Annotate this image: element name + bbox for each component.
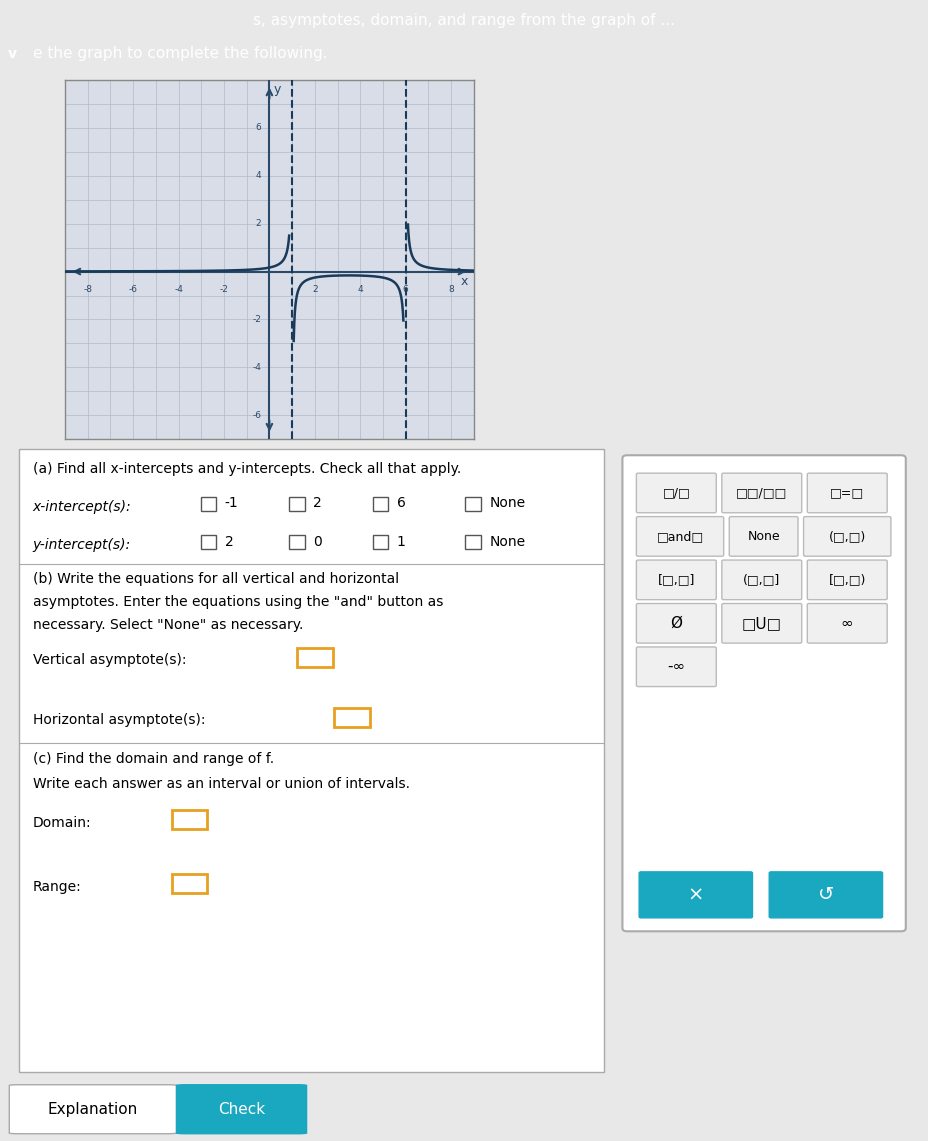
Text: asymptotes. Enter the equations using the "and" button as: asymptotes. Enter the equations using th… <box>32 594 443 608</box>
FancyBboxPatch shape <box>636 604 715 644</box>
FancyBboxPatch shape <box>806 474 886 512</box>
Text: □U□: □U□ <box>741 616 781 631</box>
Text: y-intercept(s):: y-intercept(s): <box>32 539 131 552</box>
FancyBboxPatch shape <box>465 496 481 511</box>
Text: □/□: □/□ <box>662 486 690 500</box>
FancyBboxPatch shape <box>289 496 304 511</box>
FancyBboxPatch shape <box>465 535 481 549</box>
Text: [□,□): [□,□) <box>828 574 865 586</box>
Text: 6: 6 <box>255 123 261 132</box>
FancyBboxPatch shape <box>636 517 723 556</box>
Text: 0: 0 <box>313 534 321 549</box>
Text: -4: -4 <box>174 285 183 293</box>
Text: (a) Find all x-intercepts and y-intercepts. Check all that apply.: (a) Find all x-intercepts and y-intercep… <box>32 462 460 476</box>
FancyBboxPatch shape <box>200 535 216 549</box>
FancyBboxPatch shape <box>172 810 207 830</box>
FancyBboxPatch shape <box>200 496 216 511</box>
Text: 2: 2 <box>255 219 261 228</box>
Text: y: y <box>274 83 281 96</box>
FancyBboxPatch shape <box>721 560 801 600</box>
Text: 1: 1 <box>396 534 406 549</box>
Text: x-intercept(s):: x-intercept(s): <box>32 500 131 513</box>
FancyBboxPatch shape <box>636 647 715 687</box>
Text: -4: -4 <box>252 363 261 372</box>
Text: 6: 6 <box>403 285 408 293</box>
Text: (□,□]: (□,□] <box>742 574 780 586</box>
Text: -1: -1 <box>225 496 238 510</box>
FancyBboxPatch shape <box>289 535 304 549</box>
Text: ↺: ↺ <box>817 885 833 905</box>
Text: e the graph to complete the following.: e the graph to complete the following. <box>32 46 327 60</box>
Text: Vertical asymptote(s):: Vertical asymptote(s): <box>32 654 186 667</box>
Text: 4: 4 <box>255 171 261 180</box>
FancyBboxPatch shape <box>176 1085 306 1134</box>
Text: ∞: ∞ <box>840 616 853 631</box>
Text: -2: -2 <box>252 315 261 324</box>
Text: None: None <box>746 529 780 543</box>
Text: Horizontal asymptote(s):: Horizontal asymptote(s): <box>32 713 205 727</box>
Text: [□,□]: [□,□] <box>657 574 694 586</box>
Text: -8: -8 <box>84 285 92 293</box>
Text: (b) Write the equations for all vertical and horizontal: (b) Write the equations for all vertical… <box>32 572 398 585</box>
Text: 6: 6 <box>396 496 406 510</box>
Text: necessary. Select "None" as necessary.: necessary. Select "None" as necessary. <box>32 617 303 632</box>
Text: -∞: -∞ <box>666 659 685 674</box>
Text: v: v <box>7 47 17 60</box>
FancyBboxPatch shape <box>172 874 207 893</box>
FancyBboxPatch shape <box>297 648 332 667</box>
Text: Write each answer as an interval or union of intervals.: Write each answer as an interval or unio… <box>32 777 409 791</box>
Text: Range:: Range: <box>32 880 81 895</box>
Text: □and□: □and□ <box>656 529 702 543</box>
FancyBboxPatch shape <box>768 872 882 917</box>
Text: □□/□□: □□/□□ <box>735 486 787 500</box>
Text: Ø: Ø <box>670 616 681 631</box>
FancyBboxPatch shape <box>806 604 886 644</box>
Text: Explanation: Explanation <box>47 1102 138 1117</box>
Text: (c) Find the domain and range of f.: (c) Find the domain and range of f. <box>32 752 274 767</box>
Text: None: None <box>489 534 525 549</box>
Text: -6: -6 <box>252 411 261 420</box>
FancyBboxPatch shape <box>803 517 890 556</box>
Text: (□,□): (□,□) <box>828 529 865 543</box>
FancyBboxPatch shape <box>728 517 797 556</box>
Text: Check: Check <box>218 1102 264 1117</box>
FancyBboxPatch shape <box>19 448 603 1071</box>
FancyBboxPatch shape <box>372 496 388 511</box>
Text: -2: -2 <box>219 285 228 293</box>
Text: 2: 2 <box>225 534 233 549</box>
FancyBboxPatch shape <box>721 474 801 512</box>
Text: s, asymptotes, domain, and range from the graph of ...: s, asymptotes, domain, and range from th… <box>253 14 675 29</box>
Text: Domain:: Domain: <box>32 816 91 831</box>
FancyBboxPatch shape <box>721 604 801 644</box>
Text: ×: × <box>687 885 703 905</box>
FancyBboxPatch shape <box>636 560 715 600</box>
Text: 2: 2 <box>312 285 317 293</box>
FancyBboxPatch shape <box>9 1085 176 1134</box>
FancyBboxPatch shape <box>636 474 715 512</box>
FancyBboxPatch shape <box>638 872 752 917</box>
Text: □=□: □=□ <box>830 486 863 500</box>
FancyBboxPatch shape <box>372 535 388 549</box>
Text: 8: 8 <box>447 285 454 293</box>
Text: None: None <box>489 496 525 510</box>
Text: x: x <box>460 275 468 288</box>
Text: -6: -6 <box>128 285 137 293</box>
FancyBboxPatch shape <box>334 707 369 727</box>
FancyBboxPatch shape <box>806 560 886 600</box>
FancyBboxPatch shape <box>622 455 905 931</box>
Text: 2: 2 <box>313 496 321 510</box>
Text: 4: 4 <box>357 285 363 293</box>
